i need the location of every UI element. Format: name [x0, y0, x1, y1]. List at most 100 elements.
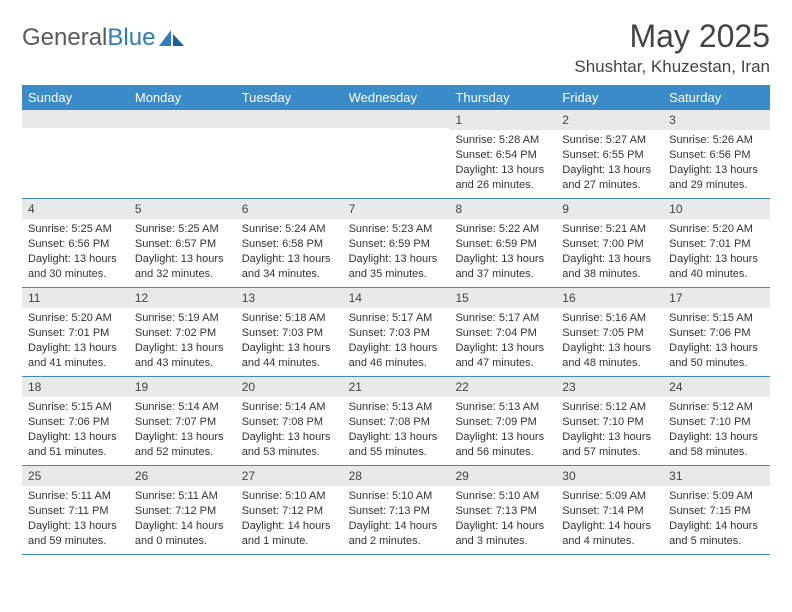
daylight-text: Daylight: 13 hours and 57 minutes. [562, 430, 657, 460]
weekday-header-row: Sunday Monday Tuesday Wednesday Thursday… [22, 85, 770, 110]
day-body: Sunrise: 5:22 AMSunset: 6:59 PMDaylight:… [449, 219, 556, 285]
sunset-text: Sunset: 6:54 PM [455, 148, 550, 163]
day-cell: 25Sunrise: 5:11 AMSunset: 7:11 PMDayligh… [22, 466, 129, 554]
day-cell: 2Sunrise: 5:27 AMSunset: 6:55 PMDaylight… [556, 110, 663, 198]
sunrise-text: Sunrise: 5:09 AM [562, 489, 657, 504]
day-cell: 31Sunrise: 5:09 AMSunset: 7:15 PMDayligh… [663, 466, 770, 554]
daylight-text: Daylight: 13 hours and 43 minutes. [135, 341, 230, 371]
sunrise-text: Sunrise: 5:25 AM [28, 222, 123, 237]
sunrise-text: Sunrise: 5:26 AM [669, 133, 764, 148]
sunrise-text: Sunrise: 5:15 AM [669, 311, 764, 326]
day-cell: 19Sunrise: 5:14 AMSunset: 7:07 PMDayligh… [129, 377, 236, 465]
weekday-header: Sunday [22, 85, 129, 110]
daylight-text: Daylight: 13 hours and 35 minutes. [349, 252, 444, 282]
sunset-text: Sunset: 6:56 PM [669, 148, 764, 163]
day-number: 13 [236, 288, 343, 308]
day-number: 9 [556, 199, 663, 219]
day-cell: 4Sunrise: 5:25 AMSunset: 6:56 PMDaylight… [22, 199, 129, 287]
sunset-text: Sunset: 7:14 PM [562, 504, 657, 519]
daylight-text: Daylight: 13 hours and 48 minutes. [562, 341, 657, 371]
sunset-text: Sunset: 7:09 PM [455, 415, 550, 430]
sunrise-text: Sunrise: 5:14 AM [135, 400, 230, 415]
day-number: 11 [22, 288, 129, 308]
day-cell: 9Sunrise: 5:21 AMSunset: 7:00 PMDaylight… [556, 199, 663, 287]
daylight-text: Daylight: 14 hours and 5 minutes. [669, 519, 764, 549]
day-number: 30 [556, 466, 663, 486]
day-body: Sunrise: 5:26 AMSunset: 6:56 PMDaylight:… [663, 130, 770, 196]
day-body: Sunrise: 5:23 AMSunset: 6:59 PMDaylight:… [343, 219, 450, 285]
daylight-text: Daylight: 13 hours and 46 minutes. [349, 341, 444, 371]
weekday-header: Monday [129, 85, 236, 110]
week-row: 1Sunrise: 5:28 AMSunset: 6:54 PMDaylight… [22, 110, 770, 199]
day-number: 5 [129, 199, 236, 219]
sunset-text: Sunset: 7:01 PM [28, 326, 123, 341]
day-cell: 21Sunrise: 5:13 AMSunset: 7:08 PMDayligh… [343, 377, 450, 465]
day-cell: 20Sunrise: 5:14 AMSunset: 7:08 PMDayligh… [236, 377, 343, 465]
sunrise-text: Sunrise: 5:15 AM [28, 400, 123, 415]
sunset-text: Sunset: 7:08 PM [349, 415, 444, 430]
day-body: Sunrise: 5:10 AMSunset: 7:13 PMDaylight:… [449, 486, 556, 552]
day-cell: 18Sunrise: 5:15 AMSunset: 7:06 PMDayligh… [22, 377, 129, 465]
day-body: Sunrise: 5:19 AMSunset: 7:02 PMDaylight:… [129, 308, 236, 374]
day-number: 1 [449, 110, 556, 130]
day-number: 28 [343, 466, 450, 486]
day-body: Sunrise: 5:24 AMSunset: 6:58 PMDaylight:… [236, 219, 343, 285]
sunrise-text: Sunrise: 5:10 AM [455, 489, 550, 504]
sunrise-text: Sunrise: 5:11 AM [28, 489, 123, 504]
sunrise-text: Sunrise: 5:13 AM [349, 400, 444, 415]
day-number: 25 [22, 466, 129, 486]
sunrise-text: Sunrise: 5:16 AM [562, 311, 657, 326]
daylight-text: Daylight: 14 hours and 0 minutes. [135, 519, 230, 549]
day-number: 17 [663, 288, 770, 308]
day-cell: 29Sunrise: 5:10 AMSunset: 7:13 PMDayligh… [449, 466, 556, 554]
day-number [343, 110, 450, 128]
location-text: Shushtar, Khuzestan, Iran [574, 57, 770, 77]
daylight-text: Daylight: 13 hours and 53 minutes. [242, 430, 337, 460]
daylight-text: Daylight: 13 hours and 52 minutes. [135, 430, 230, 460]
day-cell: 6Sunrise: 5:24 AMSunset: 6:58 PMDaylight… [236, 199, 343, 287]
sunset-text: Sunset: 6:56 PM [28, 237, 123, 252]
day-body [343, 128, 450, 135]
day-cell: 24Sunrise: 5:12 AMSunset: 7:10 PMDayligh… [663, 377, 770, 465]
day-body: Sunrise: 5:25 AMSunset: 6:56 PMDaylight:… [22, 219, 129, 285]
sunrise-text: Sunrise: 5:25 AM [135, 222, 230, 237]
day-number: 24 [663, 377, 770, 397]
sunrise-text: Sunrise: 5:14 AM [242, 400, 337, 415]
day-body: Sunrise: 5:15 AMSunset: 7:06 PMDaylight:… [22, 397, 129, 463]
day-cell: 3Sunrise: 5:26 AMSunset: 6:56 PMDaylight… [663, 110, 770, 198]
week-row: 4Sunrise: 5:25 AMSunset: 6:56 PMDaylight… [22, 199, 770, 288]
sunrise-text: Sunrise: 5:20 AM [28, 311, 123, 326]
day-body: Sunrise: 5:16 AMSunset: 7:05 PMDaylight:… [556, 308, 663, 374]
day-body: Sunrise: 5:25 AMSunset: 6:57 PMDaylight:… [129, 219, 236, 285]
day-cell [22, 110, 129, 198]
sunset-text: Sunset: 7:06 PM [669, 326, 764, 341]
brand-part1: General [22, 24, 107, 52]
day-number: 4 [22, 199, 129, 219]
sunrise-text: Sunrise: 5:11 AM [135, 489, 230, 504]
day-cell: 1Sunrise: 5:28 AMSunset: 6:54 PMDaylight… [449, 110, 556, 198]
sunset-text: Sunset: 7:03 PM [242, 326, 337, 341]
day-body: Sunrise: 5:11 AMSunset: 7:11 PMDaylight:… [22, 486, 129, 552]
daylight-text: Daylight: 13 hours and 51 minutes. [28, 430, 123, 460]
sunrise-text: Sunrise: 5:19 AM [135, 311, 230, 326]
day-body: Sunrise: 5:11 AMSunset: 7:12 PMDaylight:… [129, 486, 236, 552]
day-body: Sunrise: 5:13 AMSunset: 7:08 PMDaylight:… [343, 397, 450, 463]
day-body: Sunrise: 5:09 AMSunset: 7:14 PMDaylight:… [556, 486, 663, 552]
sunset-text: Sunset: 7:10 PM [562, 415, 657, 430]
daylight-text: Daylight: 13 hours and 41 minutes. [28, 341, 123, 371]
daylight-text: Daylight: 13 hours and 32 minutes. [135, 252, 230, 282]
day-cell: 26Sunrise: 5:11 AMSunset: 7:12 PMDayligh… [129, 466, 236, 554]
sunset-text: Sunset: 7:12 PM [135, 504, 230, 519]
day-number: 14 [343, 288, 450, 308]
sunrise-text: Sunrise: 5:28 AM [455, 133, 550, 148]
day-cell: 28Sunrise: 5:10 AMSunset: 7:13 PMDayligh… [343, 466, 450, 554]
weekday-header: Wednesday [343, 85, 450, 110]
day-cell: 13Sunrise: 5:18 AMSunset: 7:03 PMDayligh… [236, 288, 343, 376]
day-body: Sunrise: 5:28 AMSunset: 6:54 PMDaylight:… [449, 130, 556, 196]
daylight-text: Daylight: 14 hours and 4 minutes. [562, 519, 657, 549]
brand-part2: Blue [107, 24, 155, 52]
sunrise-text: Sunrise: 5:24 AM [242, 222, 337, 237]
sunset-text: Sunset: 6:57 PM [135, 237, 230, 252]
day-cell [343, 110, 450, 198]
weekday-header: Tuesday [236, 85, 343, 110]
